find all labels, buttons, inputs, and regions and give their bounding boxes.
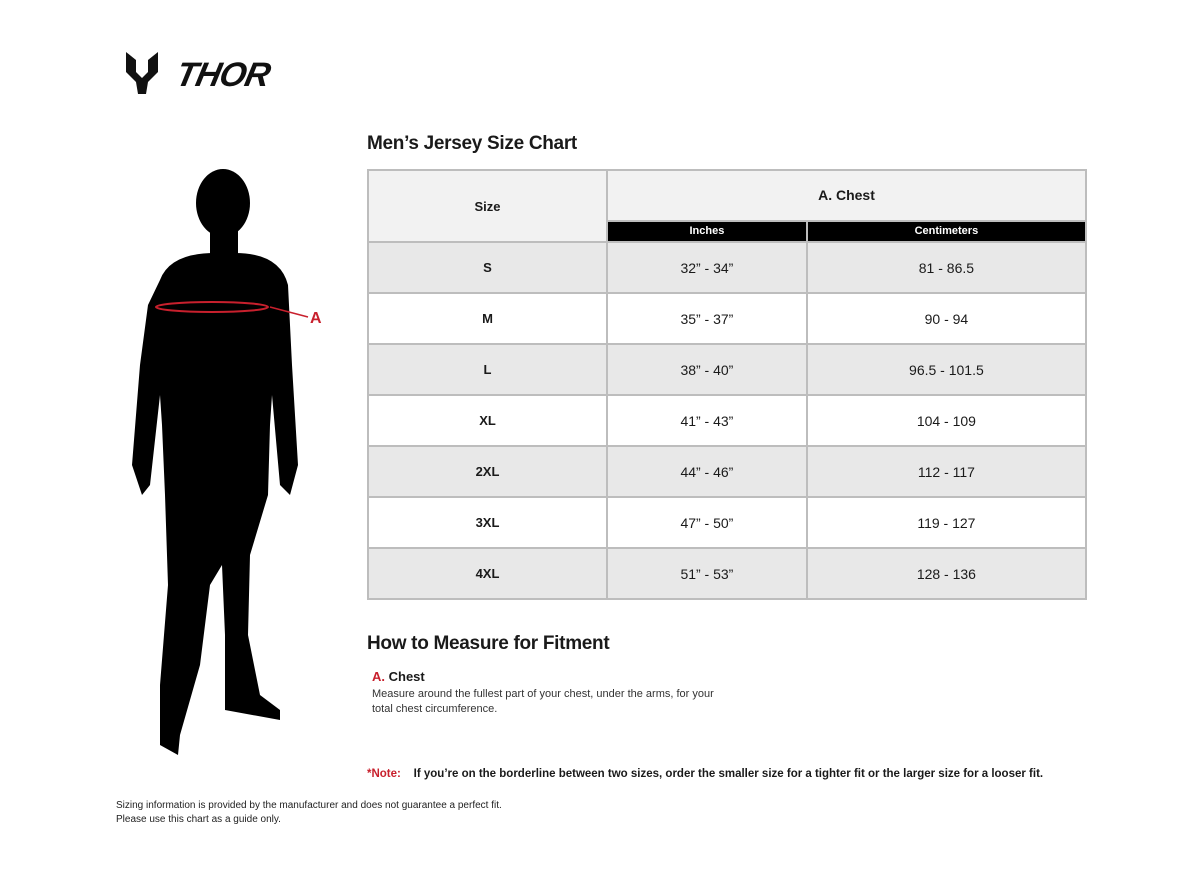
- inches-cell: 51” - 53”: [606, 547, 808, 600]
- inches-cell: 32” - 34”: [606, 241, 808, 294]
- how-to-title: How to Measure for Fitment: [367, 633, 610, 654]
- size-cell: M: [367, 292, 608, 345]
- chest-marker-label: A: [310, 310, 322, 327]
- disclaimer-line-2: Please use this chart as a guide only.: [116, 814, 281, 825]
- inches-header: Inches: [606, 220, 808, 244]
- size-table: Size A. Chest Inches Centimeters S 32” - …: [367, 169, 1088, 600]
- table-row: M 35” - 37” 90 - 94: [367, 292, 1088, 345]
- centimeters-cell: 112 - 117: [805, 445, 1088, 498]
- fit-note: *Note: If you’re on the borderline betwe…: [367, 768, 1043, 780]
- size-cell: S: [367, 241, 608, 294]
- size-cell: 4XL: [367, 547, 608, 600]
- size-cell: L: [367, 343, 608, 396]
- table-row: S 32” - 34” 81 - 86.5: [367, 241, 1088, 294]
- inches-cell: 38” - 40”: [606, 343, 808, 396]
- thor-logo: THOR: [126, 52, 274, 94]
- table-row: 2XL 44” - 46” 112 - 117: [367, 445, 1088, 498]
- table-row: L 38” - 40” 96.5 - 101.5: [367, 343, 1088, 396]
- note-label: *Note:: [367, 768, 401, 780]
- inches-cell: 44” - 46”: [606, 445, 808, 498]
- centimeters-cell: 96.5 - 101.5: [805, 343, 1088, 396]
- chest-measure-line: [155, 301, 269, 313]
- chest-label: Chest: [388, 669, 425, 684]
- centimeters-cell: 81 - 86.5: [805, 241, 1088, 294]
- size-cell: XL: [367, 394, 608, 447]
- size-header: Size: [367, 169, 608, 243]
- centimeters-cell: 128 - 136: [805, 547, 1088, 600]
- centimeters-header: Centimeters: [805, 220, 1088, 244]
- disclaimer-line-1: Sizing information is provided by the ma…: [116, 800, 502, 811]
- inches-cell: 41” - 43”: [606, 394, 808, 447]
- size-chart-title: Men’s Jersey Size Chart: [367, 133, 577, 154]
- table-row: XL 41” - 43” 104 - 109: [367, 394, 1088, 447]
- centimeters-cell: 90 - 94: [805, 292, 1088, 345]
- table-row: 4XL 51” - 53” 128 - 136: [367, 547, 1088, 600]
- chest-letter: A.: [372, 669, 385, 684]
- chest-header: A. Chest: [606, 169, 1087, 222]
- table-row: 3XL 47” - 50” 119 - 127: [367, 496, 1088, 549]
- inches-cell: 35” - 37”: [606, 292, 808, 345]
- centimeters-cell: 119 - 127: [805, 496, 1088, 549]
- body-silhouette: A: [132, 169, 322, 755]
- size-cell: 3XL: [367, 496, 608, 549]
- inches-cell: 47” - 50”: [606, 496, 808, 549]
- size-cell: 2XL: [367, 445, 608, 498]
- svg-text:THOR: THOR: [173, 56, 274, 94]
- chest-description: Measure around the fullest part of your …: [372, 688, 714, 715]
- disclaimer: Sizing information is provided by the ma…: [116, 799, 502, 827]
- centimeters-cell: 104 - 109: [805, 394, 1088, 447]
- note-text: If you’re on the borderline between two …: [413, 768, 1044, 780]
- chest-heading: A. Chest: [372, 669, 425, 684]
